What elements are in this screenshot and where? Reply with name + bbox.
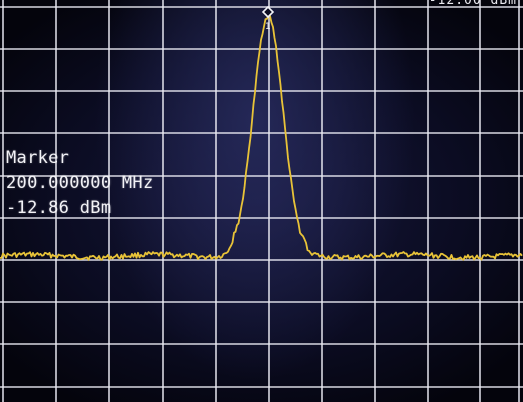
marker-frequency: 200.000000 MHz: [6, 173, 154, 193]
reference-level-readout: -12.00 dBm: [428, 0, 517, 8]
marker-title: Marker: [6, 148, 70, 168]
marker-number: 1: [265, 22, 271, 32]
spectrum-trace: [0, 14, 523, 261]
marker-readout: Marker 200.000000 MHz -12.86 dBm: [6, 146, 154, 221]
marker-diamond-icon: [261, 5, 275, 19]
marker-indicator: 1: [261, 5, 275, 32]
marker-level: -12.86 dBm: [6, 198, 112, 218]
